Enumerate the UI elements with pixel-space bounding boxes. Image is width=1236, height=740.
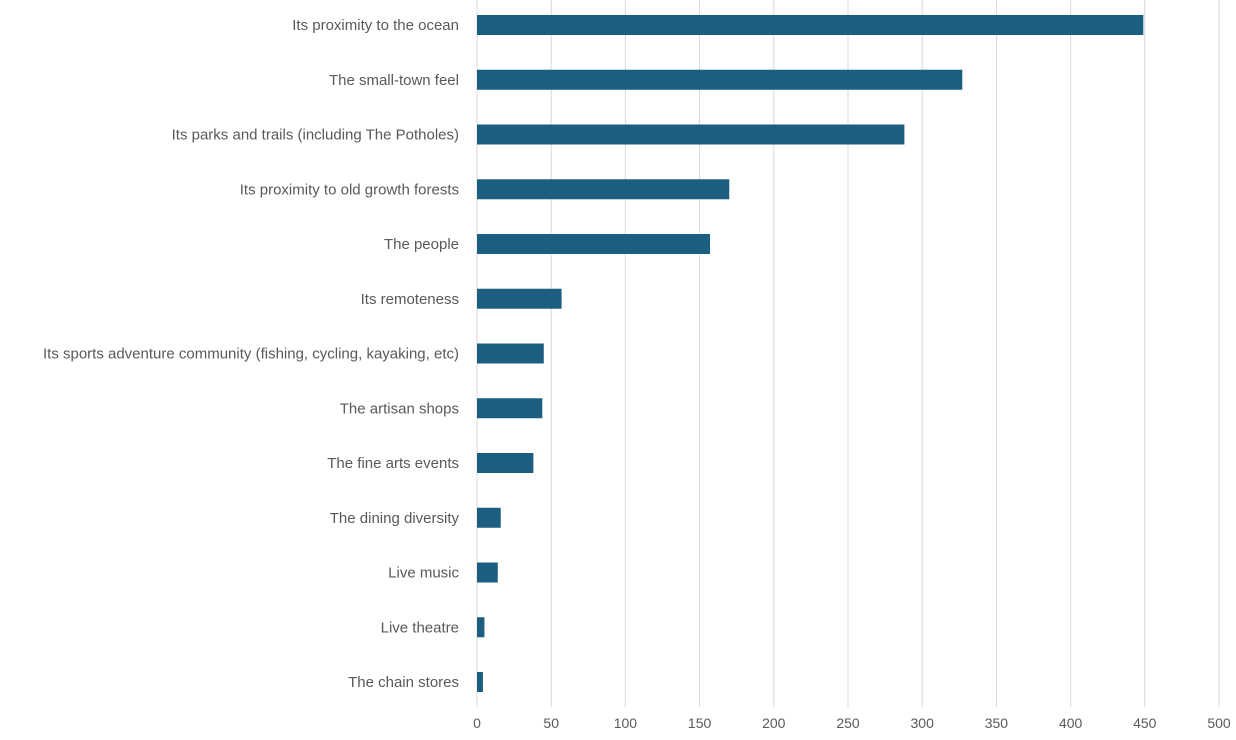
category-label: The fine arts events	[327, 455, 459, 472]
x-tick-label: 0	[473, 715, 481, 731]
bars	[477, 15, 1144, 692]
x-tick-label: 450	[1133, 715, 1157, 731]
gridlines	[476, 0, 1220, 707]
x-tick-label: 100	[614, 715, 638, 731]
x-tick-label: 500	[1207, 715, 1231, 731]
x-tick-label: 150	[688, 715, 712, 731]
bar	[477, 343, 544, 364]
x-tick-label: 350	[985, 715, 1009, 731]
category-label: Its proximity to the ocean	[292, 17, 459, 34]
x-tick-label: 200	[762, 715, 786, 731]
category-label: Its sports adventure community (fishing,…	[43, 346, 459, 363]
x-tick-label: 300	[911, 715, 935, 731]
bar	[477, 69, 963, 90]
category-label: The small-town feel	[329, 72, 459, 89]
x-axis-tick-labels: 0 50 100 150 200 250 300 350 400 450 500	[473, 715, 1231, 731]
bar	[477, 453, 534, 473]
category-label: The dining diversity	[330, 510, 460, 527]
x-tick-label: 50	[543, 715, 559, 731]
category-label: Live music	[388, 565, 459, 582]
x-tick-label: 400	[1059, 715, 1083, 731]
category-label: The artisan shops	[340, 400, 459, 417]
x-tick-label: 250	[836, 715, 860, 731]
bar	[477, 288, 562, 309]
bar	[477, 234, 710, 254]
bar	[477, 398, 543, 419]
category-label: The people	[384, 236, 459, 253]
bar	[477, 179, 730, 200]
bar	[477, 15, 1144, 35]
category-label: Live theatre	[381, 619, 459, 636]
bar	[477, 672, 483, 692]
category-label: The chain stores	[348, 674, 459, 691]
category-label: Its parks and trails (including The Poth…	[172, 127, 459, 144]
category-labels: Its proximity to the ocean The small-town…	[43, 17, 460, 691]
category-label: Its proximity to old growth forests	[240, 181, 459, 198]
bar	[477, 507, 501, 528]
bar	[477, 562, 498, 583]
bar	[477, 124, 905, 145]
category-label: Its remoteness	[361, 291, 459, 308]
bar	[477, 617, 485, 638]
